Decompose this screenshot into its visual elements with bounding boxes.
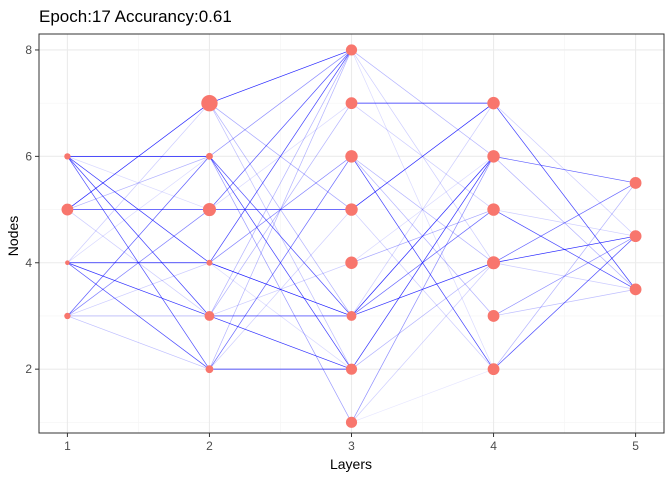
- nodes: [61, 44, 642, 428]
- y-axis-title: Nodes: [5, 216, 21, 256]
- edge-line: [67, 156, 210, 210]
- axes: 1 2 3 4 5 2 4 6 8: [25, 43, 639, 453]
- edge-line: [351, 102, 494, 210]
- edge-line: [67, 156, 210, 210]
- node-point: [487, 96, 500, 110]
- edge-line: [351, 102, 494, 317]
- edge-line: [493, 156, 636, 184]
- node-point: [64, 153, 71, 160]
- edge-line: [67, 102, 210, 210]
- edge-line: [67, 102, 210, 263]
- node-point: [345, 97, 358, 110]
- x-tick-label: 4: [490, 439, 497, 453]
- node-point: [345, 256, 358, 269]
- node-point: [345, 416, 358, 428]
- edge-line: [209, 49, 352, 157]
- node-point: [205, 365, 214, 374]
- node-point: [64, 312, 71, 320]
- edge-line: [209, 156, 352, 264]
- node-point: [201, 94, 218, 112]
- node-point: [345, 203, 358, 216]
- edge-line: [67, 209, 210, 317]
- y-tick-label: 4: [25, 256, 32, 270]
- edge-line: [493, 182, 636, 264]
- edge-line: [351, 156, 494, 370]
- edge-line: [209, 209, 352, 370]
- edge-line: [67, 262, 210, 317]
- edge-line: [351, 262, 494, 317]
- edge-line: [67, 315, 210, 370]
- node-point: [65, 260, 70, 266]
- edge-line: [351, 262, 494, 370]
- y-tick-label: 6: [25, 149, 32, 163]
- edge-line: [209, 102, 352, 317]
- node-point: [629, 177, 642, 189]
- edge-line: [209, 315, 352, 370]
- node-point: [486, 256, 501, 270]
- edge-line: [67, 262, 210, 317]
- edge-line: [351, 156, 494, 264]
- edge-line: [209, 156, 352, 370]
- node-point: [206, 259, 213, 266]
- node-point: [204, 311, 215, 321]
- node-point: [346, 311, 357, 321]
- x-tick-label: 2: [206, 439, 213, 453]
- node-point: [487, 363, 500, 376]
- y-tick-label: 8: [25, 43, 32, 57]
- node-point: [487, 150, 500, 163]
- chart-title: Epoch:17 Accurancy:0.61: [39, 7, 232, 26]
- edge-line: [209, 49, 352, 317]
- node-point: [487, 203, 500, 216]
- node-point: [206, 152, 213, 160]
- edge-line: [351, 156, 494, 317]
- edge-line: [493, 235, 636, 264]
- edge-line: [209, 49, 352, 104]
- edge-line: [493, 235, 636, 317]
- edge-line: [209, 262, 352, 317]
- edge-line: [67, 262, 210, 370]
- edges: [67, 49, 636, 423]
- edge-line: [209, 49, 352, 210]
- edge-line: [209, 262, 352, 317]
- edge-line: [493, 182, 636, 370]
- x-axis-title: Layers: [330, 456, 372, 472]
- edge-line: [67, 156, 210, 317]
- edge-line: [351, 156, 494, 423]
- edge-line: [209, 49, 352, 370]
- edge-line: [493, 235, 636, 370]
- edge-line: [209, 49, 352, 263]
- y-tick-label: 2: [25, 362, 32, 376]
- edge-line: [351, 368, 494, 423]
- node-point: [61, 203, 74, 216]
- node-point: [345, 150, 358, 163]
- node-point: [629, 230, 642, 243]
- edge-line: [351, 156, 494, 264]
- edge-line: [493, 262, 636, 290]
- edge-line: [351, 262, 494, 423]
- node-point: [345, 363, 358, 375]
- x-tick-label: 3: [348, 439, 355, 453]
- node-point: [487, 310, 500, 322]
- node-point: [202, 203, 217, 217]
- node-point: [629, 283, 642, 296]
- x-tick-label: 1: [64, 439, 71, 453]
- x-tick-label: 5: [632, 439, 639, 453]
- edge-line: [67, 156, 210, 264]
- node-point: [345, 44, 358, 56]
